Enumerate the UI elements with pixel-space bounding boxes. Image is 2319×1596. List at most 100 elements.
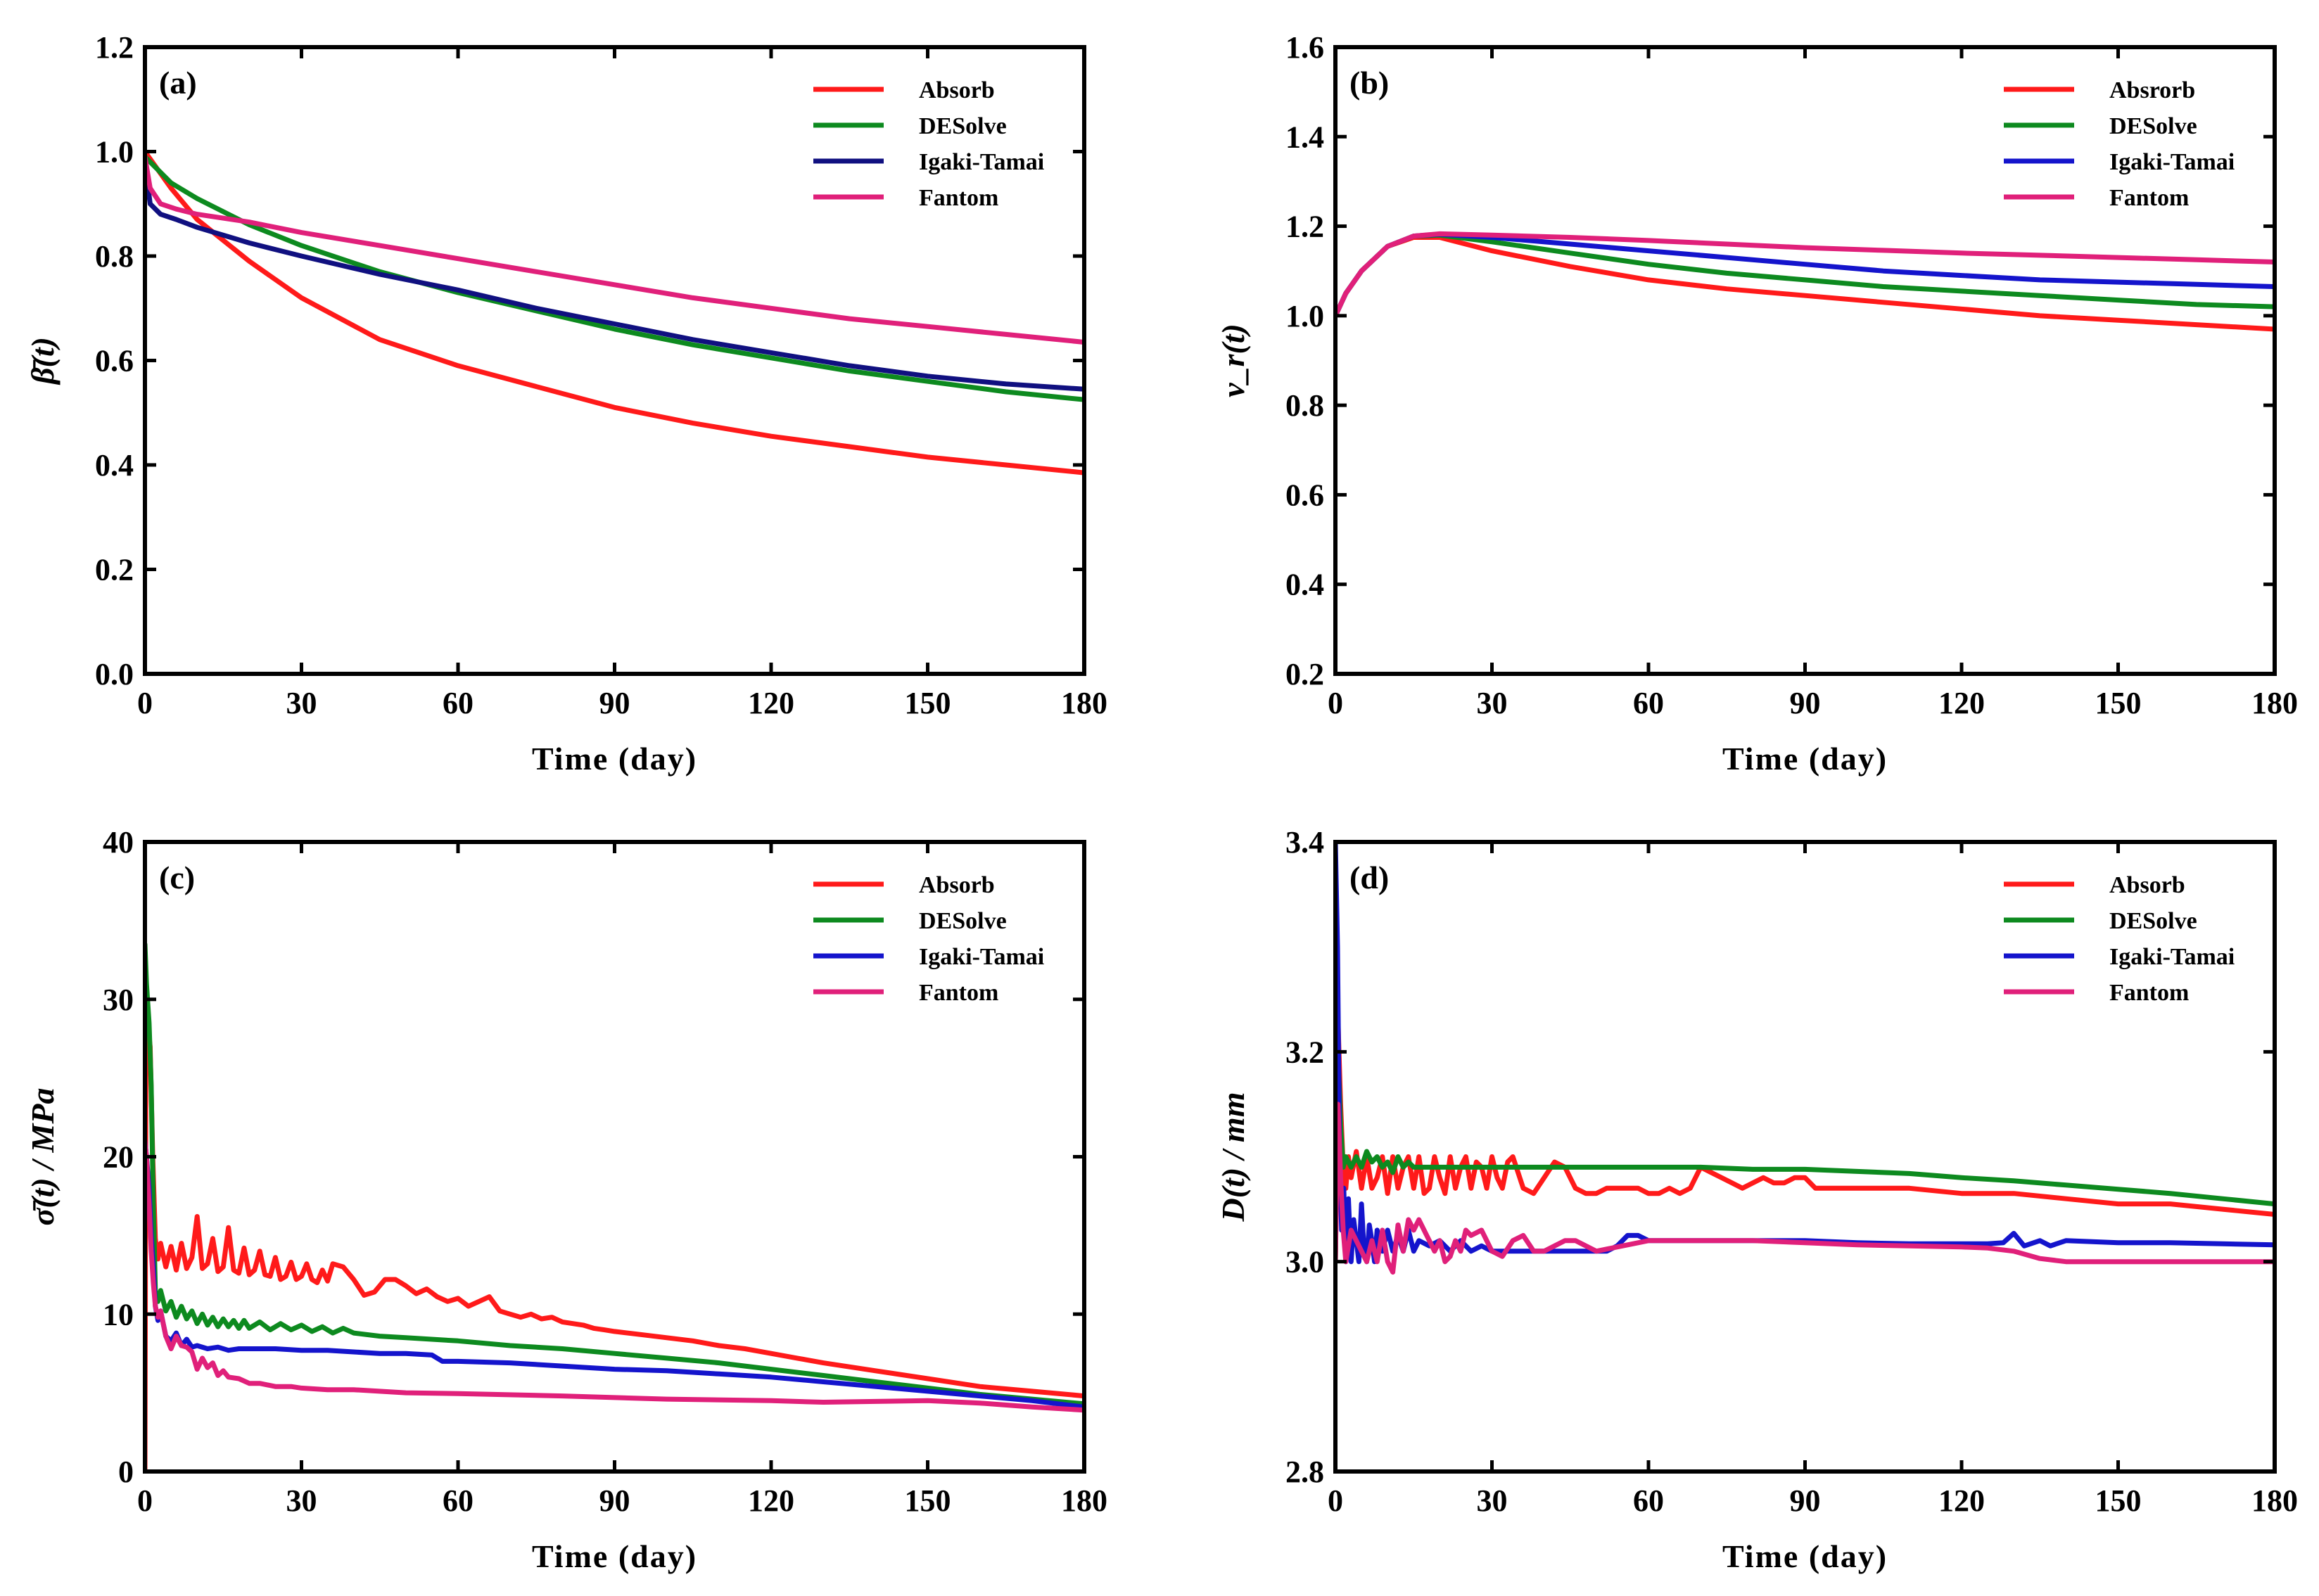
x-tick-label: 30	[286, 1483, 317, 1518]
series-line-desolve	[145, 154, 1084, 402]
y-tick-label: 1.0	[95, 135, 134, 170]
x-tick-label: 30	[286, 686, 317, 720]
x-tick-label: 30	[1477, 686, 1508, 720]
panel-label: (b)	[1349, 65, 1389, 101]
x-tick-label: 120	[1938, 686, 1985, 720]
plot-frame	[1333, 840, 2277, 1474]
legend-label: DESolve	[919, 113, 1007, 139]
x-tick-label: 180	[2251, 686, 2298, 720]
x-axis-title: Time (day)	[532, 741, 697, 777]
y-tick-label: 0.6	[1285, 478, 1324, 512]
y-tick-label: 0.8	[1285, 388, 1324, 423]
x-tick-label: 90	[599, 686, 630, 720]
plot-frame	[143, 840, 1086, 1474]
panel-label: (c)	[159, 860, 195, 895]
y-axis-title: σ̄(t) / MPa	[25, 1088, 61, 1226]
series-line-fantom	[145, 154, 1084, 345]
panel-label: (d)	[1349, 860, 1389, 895]
y-tick-label: 1.2	[95, 30, 134, 65]
legend-label: DESolve	[2109, 908, 2197, 934]
legend-label: Igaki-Tamai	[2109, 944, 2235, 970]
y-tick-label: 3.2	[1285, 1035, 1324, 1069]
y-tick-label: 1.6	[1285, 30, 1324, 65]
x-tick-label: 30	[1477, 1483, 1508, 1518]
legend-label: Igaki-Tamai	[2109, 149, 2235, 175]
y-tick-label: 0.0	[95, 657, 134, 691]
x-axis-title: Time (day)	[1722, 741, 1888, 777]
y-tick-label: 3.0	[1285, 1245, 1324, 1279]
x-tick-label: 150	[905, 686, 951, 720]
y-tick-label: 0.4	[95, 448, 134, 483]
x-tick-label: 60	[443, 1483, 474, 1518]
x-tick-label: 120	[748, 1483, 794, 1518]
x-tick-label: 90	[599, 1483, 630, 1518]
series-line-igaki-tamai	[145, 159, 1084, 392]
x-tick-label: 180	[2251, 1483, 2298, 1518]
x-tick-label: 60	[1633, 1483, 1664, 1518]
series-line-igaki-tamai	[1335, 842, 2275, 1265]
y-tick-label: 10	[103, 1297, 134, 1332]
x-axis-title: Time (day)	[532, 1538, 697, 1574]
y-axis-title: β̄(t)	[25, 337, 61, 385]
y-tick-label: 20	[103, 1140, 134, 1175]
series-line-desolve	[1335, 1049, 2275, 1265]
x-tick-label: 60	[443, 686, 474, 720]
legend-label: Igaki-Tamai	[919, 944, 1044, 970]
legend-label: Absorb	[919, 872, 995, 898]
series-line-fantom	[145, 1138, 1084, 1413]
x-tick-label: 0	[137, 686, 153, 720]
chart-panel-b: 0 30 60 90 120 150 180 0.2 0.4 0.6 0.8 1.0 1.2 1.4 1.6…	[1215, 30, 2298, 777]
series-line-absorb	[1335, 1018, 2275, 1265]
legend-label: DESolve	[2109, 113, 2197, 139]
x-axis-title: Time (day)	[1722, 1538, 1888, 1574]
y-tick-label: 0.2	[95, 553, 134, 587]
panel-label: (a)	[159, 65, 197, 101]
y-tick-label: 0.6	[95, 344, 134, 378]
y-tick-label: 30	[103, 983, 134, 1017]
plot-frame	[143, 45, 1086, 676]
x-tick-label: 150	[905, 1483, 951, 1518]
legend-label: Fantom	[919, 185, 998, 211]
x-tick-label: 180	[1061, 686, 1107, 720]
legend-label: Fantom	[2109, 980, 2189, 1006]
x-tick-label: 0	[1328, 686, 1343, 720]
legend-label: Fantom	[919, 980, 998, 1006]
legend-label: Fantom	[2109, 185, 2189, 211]
legend-label: DESolve	[919, 908, 1007, 934]
series-line-fantom	[1335, 231, 2275, 319]
chart-panel-d: 0 30 60 90 120 150 180 2.8 3.0 3.2 3.4 Time (day) D(…	[1215, 825, 2298, 1574]
y-tick-label: 3.4	[1285, 825, 1324, 860]
y-tick-label: 40	[103, 825, 134, 860]
x-tick-label: 120	[1938, 1483, 1985, 1518]
legend-label: Absrorb	[2109, 77, 2195, 103]
x-tick-label: 150	[2095, 686, 2142, 720]
chart-panel-c: 0 30 60 90 120 150 180 0 10 20 30 40 Time (day) σ̄(t)…	[25, 825, 1107, 1574]
x-tick-label: 0	[137, 1483, 153, 1518]
y-tick-label: 0.4	[1285, 568, 1324, 602]
plot-frame	[1333, 45, 2277, 676]
x-tick-label: 90	[1790, 686, 1821, 720]
x-tick-label: 60	[1633, 686, 1664, 720]
y-tick-label: 0	[118, 1455, 134, 1489]
y-tick-label: 1.0	[1285, 299, 1324, 333]
x-tick-label: 90	[1790, 1483, 1821, 1518]
y-tick-label: 1.4	[1285, 120, 1324, 154]
series-line-desolve	[145, 941, 1084, 1407]
legend-label: Absorb	[919, 77, 995, 103]
legend-label: Absorb	[2109, 872, 2185, 898]
series-line-fantom	[1335, 1102, 2275, 1275]
x-tick-label: 120	[748, 686, 794, 720]
y-tick-label: 0.2	[1285, 657, 1324, 691]
x-tick-label: 150	[2095, 1483, 2142, 1518]
y-axis-title: D(t) / mm	[1215, 1092, 1251, 1222]
chart-panel-a: 0 30 60 90 120 150 180 0.0 0.2 0.4 0.6 0.8 1.0 1.2 Tim…	[25, 30, 1107, 777]
x-tick-label: 180	[1061, 1483, 1107, 1518]
x-tick-label: 0	[1328, 1483, 1343, 1518]
series-line-absorb	[145, 1020, 1084, 1471]
y-axis-title: v_r(t)	[1215, 324, 1251, 397]
legend-label: Igaki-Tamai	[919, 149, 1044, 175]
y-tick-label: 0.8	[95, 239, 134, 274]
y-tick-label: 2.8	[1285, 1455, 1324, 1489]
y-tick-label: 1.2	[1285, 210, 1324, 244]
